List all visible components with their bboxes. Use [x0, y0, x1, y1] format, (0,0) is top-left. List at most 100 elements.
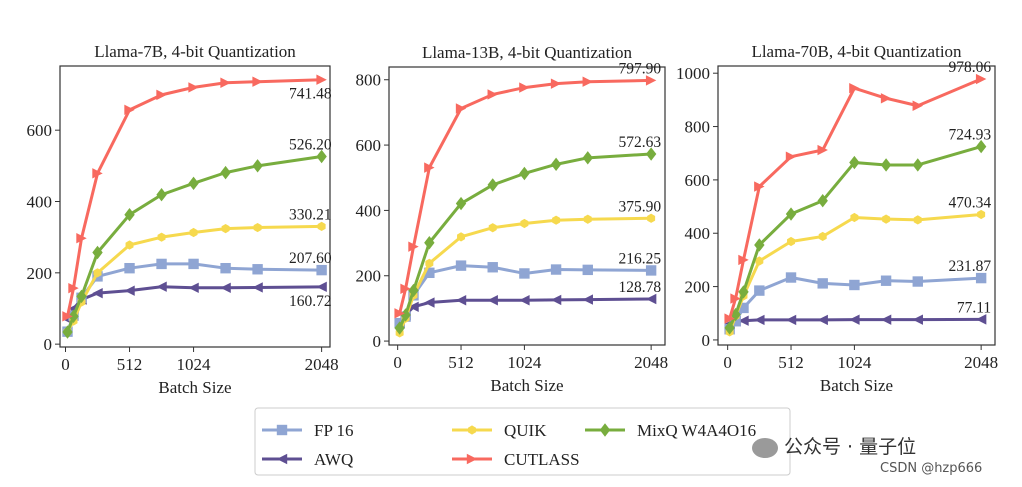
data-point: [220, 282, 231, 294]
plot-frame: [59, 65, 331, 348]
data-point: [92, 287, 103, 299]
series-line: [398, 152, 652, 329]
chart-title: Llama-70B, 4-bit Quantization: [751, 42, 962, 61]
series-awq: 128.78: [394, 279, 662, 329]
x-tick-label: 0: [393, 353, 402, 372]
data-point: [520, 218, 529, 229]
legend-item: AWQ: [262, 450, 353, 469]
data-point: [647, 213, 656, 223]
legend-marker: [466, 453, 478, 465]
legend-item: MixQ W4A4O16: [585, 421, 756, 440]
chart-1: Llama-7B, 4-bit Quantization 0 512 1024 2048…: [27, 42, 339, 397]
data-point: [645, 293, 657, 305]
data-point: [424, 236, 435, 250]
x-tick-label: 1024: [507, 353, 542, 372]
watermark-csdn: CSDN @hzp666: [880, 461, 983, 476]
data-point: [252, 159, 263, 173]
data-point: [975, 73, 987, 85]
data-point: [582, 151, 593, 165]
data-point: [738, 302, 749, 314]
data-point: [252, 264, 263, 275]
data-point: [125, 240, 134, 250]
data-point: [519, 82, 530, 93]
data-point: [849, 82, 860, 94]
data-point: [785, 314, 797, 326]
series-line: [398, 78, 652, 314]
data-point: [519, 166, 530, 181]
data-point: [400, 308, 411, 322]
end-value-label: 330.21: [289, 206, 332, 223]
data-point: [787, 236, 796, 247]
plot-frame: [388, 66, 666, 346]
data-point: [156, 281, 167, 292]
series-line: [66, 78, 322, 317]
data-point: [424, 267, 435, 279]
data-point: [785, 272, 797, 283]
data-point: [519, 295, 530, 306]
series-cutlass: 797.90: [394, 60, 662, 319]
data-point: [487, 178, 498, 192]
data-point: [455, 260, 467, 271]
data-point: [730, 307, 741, 322]
data-point: [849, 314, 860, 325]
data-point: [645, 75, 657, 86]
end-value-label: 375.90: [619, 198, 662, 215]
data-point: [394, 321, 405, 335]
y-tick-label: 1000: [676, 64, 710, 83]
end-value-label: 160.72: [289, 293, 332, 310]
data-point: [425, 258, 434, 268]
data-point: [817, 278, 828, 289]
y-tick-label: 0: [702, 331, 711, 350]
end-value-label: 526.20: [289, 137, 332, 154]
y-tick-label: 0: [373, 332, 382, 351]
y-tick-label: 400: [685, 224, 711, 243]
data-point: [645, 147, 657, 161]
data-point: [220, 77, 231, 88]
data-point: [488, 223, 497, 233]
data-point: [93, 268, 102, 278]
series-mixq-w4a4o16: 572.63: [394, 134, 661, 335]
data-point: [124, 285, 135, 296]
data-point: [455, 196, 467, 211]
y-tick-label: 800: [356, 71, 382, 90]
x-tick-label: 1024: [177, 355, 212, 374]
data-point: [316, 74, 327, 85]
data-point: [912, 158, 923, 172]
legend-marker: [276, 424, 288, 436]
data-point: [221, 224, 230, 234]
end-value-label: 741.48: [289, 86, 332, 103]
data-point: [188, 282, 199, 294]
watermark-wechat-text: 公众号 · 量子位: [784, 436, 917, 458]
series-quik: 375.90: [395, 198, 662, 338]
data-point: [519, 268, 530, 279]
data-point: [550, 157, 562, 172]
y-tick-label: 600: [685, 171, 711, 190]
data-point: [583, 214, 592, 224]
legend: FP 16 QUIK MixQ W4A4O16 AWQ CUTLASS: [254, 407, 791, 476]
data-point: [912, 314, 923, 325]
end-value-label: 797.90: [619, 60, 662, 77]
legend-marker: [468, 425, 476, 435]
watermark-wechat: 公众号 · 量子位: [752, 432, 916, 459]
data-point: [76, 289, 87, 304]
chart-2: Llama-13B, 4-bit Quantization 0 512 1024 204…: [356, 43, 669, 395]
series-cutlass: 978.06: [724, 59, 991, 324]
data-point: [849, 155, 860, 170]
data-point: [785, 151, 797, 162]
data-point: [124, 208, 135, 222]
x-tick-label: 1024: [837, 353, 872, 372]
data-point: [975, 314, 987, 325]
data-point: [252, 76, 263, 87]
y-tick-label: 200: [356, 267, 382, 286]
data-point: [849, 279, 860, 291]
end-value-label: 128.78: [619, 279, 662, 296]
data-point: [408, 241, 419, 252]
data-point: [316, 281, 327, 293]
end-value-label: 77.11: [957, 299, 991, 316]
legend-label: FP 16: [314, 421, 354, 440]
x-tick-label: 512: [778, 353, 804, 372]
data-point: [785, 207, 797, 221]
data-point: [912, 100, 923, 111]
data-point: [189, 227, 198, 238]
